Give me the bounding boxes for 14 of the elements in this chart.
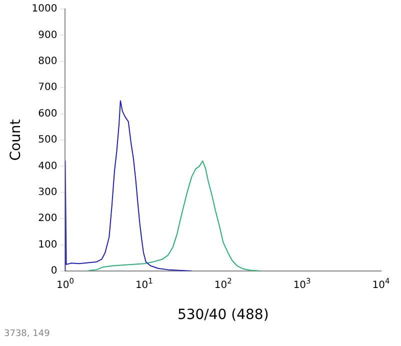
text: 3738, 149: [4, 328, 50, 339]
y-tick-label: 200: [38, 213, 58, 224]
y-tick-label: 600: [38, 108, 58, 120]
y-tick-label: 100: [38, 239, 58, 250]
y-tick-label: 400: [38, 160, 58, 172]
y-tick-label: 1000: [32, 4, 58, 15]
y-tick-label: 800: [38, 56, 58, 67]
x-axis-title: 530/40 (488): [177, 307, 269, 324]
y-tick-label: 900: [38, 30, 58, 41]
y-tick-label: 300: [38, 186, 58, 198]
y-tick-label: 700: [38, 82, 58, 94]
y-axis-title: Count: [8, 118, 24, 161]
y-tick-label: 0: [50, 266, 58, 277]
y-tick-label: 500: [38, 134, 58, 146]
